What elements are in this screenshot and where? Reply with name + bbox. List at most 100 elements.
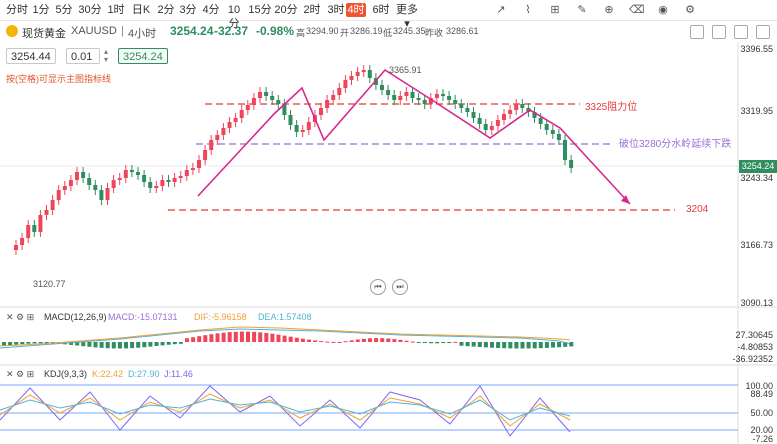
- quantity-input[interactable]: 0.01: [66, 48, 100, 64]
- open-label: 开: [340, 28, 350, 38]
- layout-icon[interactable]: [734, 25, 748, 39]
- scroll-right-icon[interactable]: ⏭: [392, 279, 408, 295]
- ask-price-box[interactable]: 3254.24: [118, 48, 168, 64]
- macd-bar: [386, 338, 391, 342]
- macd-bar: [215, 333, 220, 342]
- tab-timeframe-4[interactable]: 1时: [107, 4, 125, 16]
- macd-axis-1: 27.30645: [735, 330, 773, 340]
- macd-bar: [197, 336, 202, 342]
- macd-bar: [233, 331, 238, 342]
- macd-bar: [300, 338, 305, 342]
- candle: [288, 115, 293, 125]
- macd-bar: [191, 337, 196, 342]
- macd-bar: [471, 342, 476, 347]
- macd-axis-2: -4.80853: [737, 342, 773, 352]
- candle: [404, 92, 409, 96]
- macd-bar: [380, 338, 385, 342]
- tab-timeframe-10[interactable]: 15分: [248, 4, 272, 16]
- candle: [459, 104, 464, 108]
- quantity-stepper[interactable]: ▴ ▾: [103, 47, 108, 64]
- tab-timeframe-16[interactable]: 更多▾: [396, 4, 418, 30]
- candle: [239, 110, 244, 118]
- candle: [75, 172, 79, 180]
- tab-timeframe-5[interactable]: 日K: [131, 4, 151, 16]
- candle: [282, 104, 287, 115]
- macd-bar: [270, 333, 275, 342]
- macd-bar: [26, 342, 31, 344]
- macd-bar: [221, 332, 226, 342]
- macd-dif-line: [0, 328, 571, 349]
- tab-timeframe-13[interactable]: 3时: [327, 4, 345, 16]
- candle: [209, 140, 214, 150]
- ruler-icon[interactable]: ⌇: [525, 4, 531, 16]
- candle: [99, 190, 104, 200]
- scroll-left-icon[interactable]: ⏮: [370, 279, 386, 295]
- kdj-close-icon[interactable]: ✕ ⚙ ⊞: [6, 369, 35, 379]
- bid-price-box[interactable]: 3254.44: [6, 48, 56, 64]
- candle: [422, 100, 427, 104]
- candle: [563, 140, 567, 160]
- tab-timeframe-11[interactable]: 20分: [274, 4, 298, 16]
- macd-bar: [105, 342, 110, 349]
- macd-bar: [124, 342, 128, 349]
- candle: [172, 178, 177, 182]
- macd-bar: [416, 342, 421, 343]
- tab-timeframe-3[interactable]: 30分: [78, 4, 102, 16]
- macd-bar: [459, 342, 464, 346]
- candle: [538, 118, 543, 124]
- macd-bar: [429, 342, 433, 344]
- axis-label-4: 3166.73: [740, 240, 773, 250]
- low-label: 低: [383, 28, 393, 38]
- prev-close-label: 昨收: [425, 28, 444, 38]
- candle: [349, 76, 354, 80]
- macd-bar: [32, 342, 37, 344]
- macd-bar: [331, 341, 336, 343]
- fullscreen-icon[interactable]: [756, 25, 770, 39]
- macd-close-icon[interactable]: ✕ ⚙ ⊞: [6, 312, 35, 322]
- candle: [300, 130, 305, 132]
- macd-bar: [227, 332, 232, 342]
- macd-bar: [532, 342, 537, 349]
- tab-timeframe-1[interactable]: 1分: [32, 4, 50, 16]
- chart-settings-icon[interactable]: ⊞: [550, 4, 560, 16]
- eraser-icon[interactable]: ⌫: [629, 4, 645, 16]
- candle: [154, 186, 159, 188]
- candle: [148, 182, 153, 188]
- interval-select[interactable]: 4小时: [128, 28, 157, 40]
- tab-timeframe-6[interactable]: 2分: [157, 4, 175, 16]
- tab-timeframe-12[interactable]: 2时: [303, 4, 321, 16]
- kdj-axis-4: 20.00: [750, 425, 773, 435]
- settings-icon[interactable]: ⚙: [685, 4, 695, 16]
- breakdown-label: 破位3280分水岭延续下跌: [619, 139, 732, 150]
- candle: [502, 114, 506, 120]
- fit-screen-icon[interactable]: [690, 25, 704, 39]
- draw-line-icon[interactable]: ↗: [496, 4, 506, 16]
- macd-bar: [337, 341, 342, 343]
- tab-timeframe-9[interactable]: 10分: [227, 4, 241, 30]
- symbol-code[interactable]: XAUUSD: [71, 25, 117, 37]
- split-view-icon[interactable]: [712, 25, 726, 39]
- candle: [447, 96, 452, 100]
- symbol-name[interactable]: 现货黄金: [22, 28, 66, 40]
- visibility-icon[interactable]: ◉: [658, 4, 668, 16]
- candle: [26, 225, 31, 238]
- candle: [62, 186, 67, 190]
- tab-timeframe-7[interactable]: 3分: [179, 4, 197, 16]
- tab-timeframe-2[interactable]: 5分: [55, 4, 73, 16]
- candle: [197, 160, 201, 168]
- current-price-tag: 3254.24: [739, 160, 777, 173]
- candle: [190, 168, 195, 170]
- macd-bar: [398, 339, 403, 342]
- tab-timeframe-8[interactable]: 4分: [202, 4, 220, 16]
- candle: [434, 94, 439, 98]
- trend-guide-line[interactable]: [197, 68, 631, 205]
- tab-timeframe-0[interactable]: 分时: [6, 4, 28, 16]
- tab-timeframe-15[interactable]: 6时: [372, 4, 390, 16]
- macd-bar: [2, 342, 6, 346]
- macd-bar: [544, 342, 549, 348]
- zoom-icon[interactable]: ⊕: [604, 4, 614, 16]
- tab-timeframe-14[interactable]: 4时: [346, 3, 366, 17]
- macd-bar: [465, 342, 470, 347]
- brush-icon[interactable]: ✎: [577, 4, 587, 16]
